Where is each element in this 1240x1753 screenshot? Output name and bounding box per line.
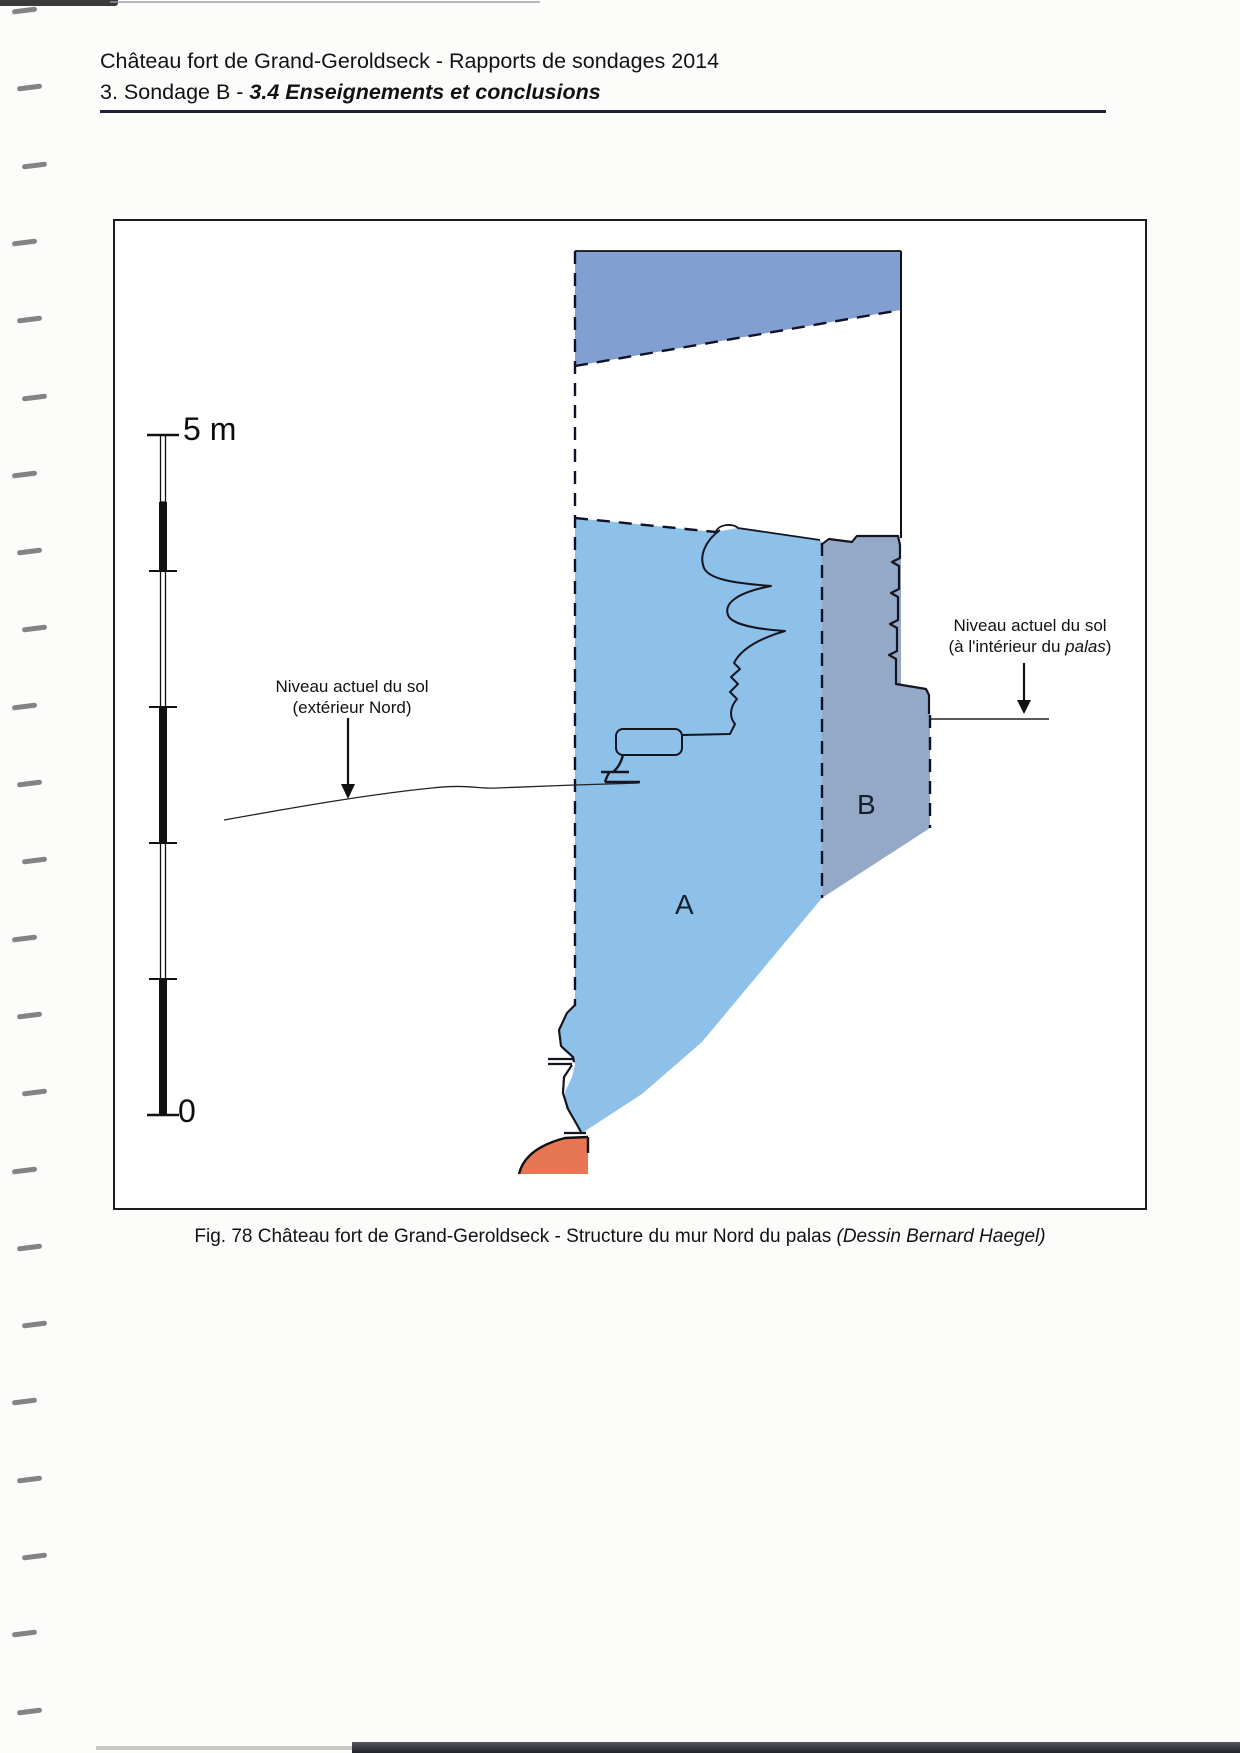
binding-mark (11, 1165, 38, 1175)
upper-wall-shape (575, 251, 901, 366)
binding-mark (21, 1088, 48, 1097)
zone-a-shape (559, 518, 822, 1133)
interior-ground-label-line2: (à l'intérieur du palas) (915, 636, 1145, 657)
scale-bar-seg-1-0 (159, 979, 167, 1115)
figure-caption-text: Fig. 78 Château fort de Grand-Geroldseck… (194, 1226, 837, 1247)
scan-artifact-bottom (352, 1742, 1240, 1753)
zone-a-top-bump (715, 524, 821, 541)
zone-a-top-dashed (574, 516, 717, 534)
binding-mark (11, 934, 38, 943)
binding-mark (21, 392, 48, 402)
interior-label-post: ) (1105, 637, 1112, 656)
excavation-inner-contour (682, 529, 786, 736)
binding-mark (16, 1011, 43, 1020)
binding-mark (11, 6, 38, 15)
binding-mark (16, 83, 43, 92)
binding-mark (21, 1552, 48, 1561)
stone-block-base (601, 754, 640, 784)
bedrock-outline (517, 1135, 590, 1175)
section-title-emphasis: 3.4 Enseignements et conclusions (249, 80, 601, 104)
zone-b-letter: B (857, 789, 876, 820)
scan-artifact-top (0, 0, 118, 6)
section-title-prefix: 3. Sondage B - (100, 80, 250, 104)
zone-a-lower-left-contour (548, 1004, 586, 1135)
exterior-arrow-head (341, 784, 355, 799)
wall-section-diagram (147, 250, 1049, 1175)
exterior-ground-label-line1: Niveau actuel du sol (275, 677, 429, 696)
interior-ground-label: Niveau actuel du sol (à l'intérieur du p… (915, 615, 1145, 657)
report-title: Château fort de Grand-Geroldseck - Rappo… (100, 49, 720, 73)
binding-mark (11, 1629, 38, 1638)
binding-mark (16, 779, 43, 788)
binding-mark (16, 1707, 43, 1716)
figure-caption-credit: (Dessin Bernard Haegel) (836, 1226, 1046, 1247)
binding-mark (16, 315, 43, 324)
scale-bottom-value: 0 (178, 1093, 196, 1129)
interior-arrow-head (1017, 700, 1031, 714)
figure-caption: Fig. 78 Château fort de Grand-Geroldseck… (0, 1226, 1240, 1248)
interior-label-pre: (à l'intérieur du (948, 637, 1066, 656)
binding-mark (21, 624, 48, 633)
zone-b-right-contour (820, 534, 931, 714)
binding-mark (11, 470, 38, 479)
scale-bar-seg-45-4 (159, 502, 167, 571)
figure-frame: 5 m 0 Niveau actuel du sol (extérieur No… (113, 219, 1147, 1210)
stone-block-outline (615, 728, 683, 756)
header-rule (100, 110, 1106, 113)
binding-mark (21, 1320, 48, 1329)
scale-bar-seg-3-2 (159, 707, 167, 843)
interior-ground-label-line1: Niveau actuel du sol (953, 616, 1107, 635)
section-title: 3. Sondage B - 3.4 Enseignements et conc… (100, 77, 1110, 108)
scale-top-value: 5 m (183, 411, 237, 447)
page-header: Château fort de Grand-Geroldseck - Rappo… (100, 46, 1110, 108)
scale-bar-seg-2-1 (159, 842, 167, 980)
scale-bar-seg-4-3 (159, 570, 167, 708)
zone-a-letter: A (675, 889, 694, 920)
scan-artifact-top-line (110, 1, 540, 3)
zone-b-shape (822, 537, 930, 898)
binding-mark (11, 238, 38, 247)
bedrock-shape (519, 1137, 588, 1174)
binding-mark (21, 161, 48, 170)
binding-mark (11, 702, 38, 711)
binding-mark (16, 547, 43, 556)
exterior-ground-line (223, 782, 640, 821)
exterior-ground-label-line2: (extérieur Nord) (292, 698, 412, 717)
scan-artifact-bottom-left (96, 1746, 354, 1750)
interior-label-palas: palas (1065, 637, 1106, 656)
binding-mark (11, 1397, 38, 1406)
binding-mark (21, 856, 48, 865)
exterior-ground-label: Niveau actuel du sol (extérieur Nord) (242, 676, 462, 718)
upper-wall-bottom-dashed (574, 308, 902, 368)
binding-mark (16, 1475, 43, 1484)
scale-bar-seg-5-45 (159, 434, 167, 503)
